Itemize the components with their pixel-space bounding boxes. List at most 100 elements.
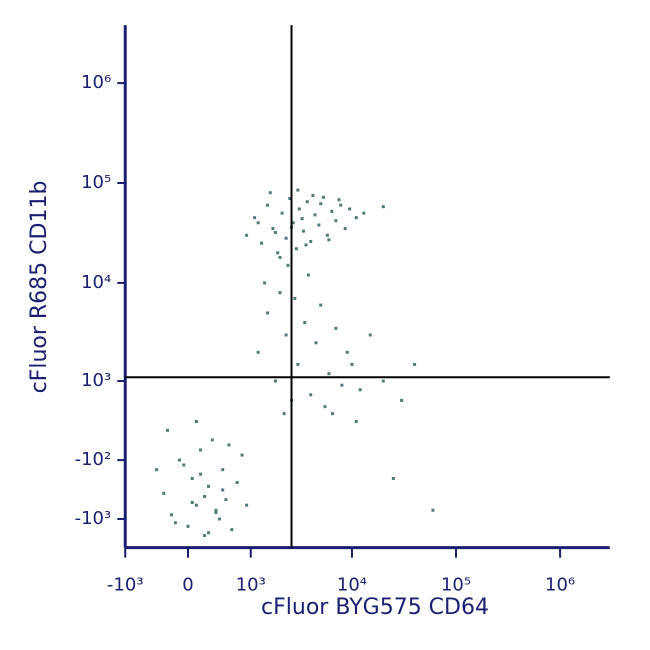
dot	[286, 263, 290, 267]
dot	[259, 241, 263, 245]
dot	[321, 195, 325, 199]
dot	[413, 362, 417, 366]
dot	[194, 503, 198, 507]
dot	[221, 488, 225, 492]
dot	[278, 291, 282, 295]
x-tick-label: 10⁴	[337, 575, 367, 596]
dot	[162, 491, 166, 495]
dot	[282, 412, 286, 416]
dot	[186, 524, 190, 528]
dot	[340, 383, 344, 387]
y-tick-label: -10²	[75, 449, 112, 470]
dot	[155, 468, 159, 472]
dot	[210, 438, 214, 442]
dot	[309, 393, 313, 397]
x-axis-title: cFluor BYG575 CD64	[261, 595, 489, 620]
y-axis-title: cFluor R685 CD11b	[27, 181, 52, 394]
dot	[173, 521, 177, 525]
dot	[273, 230, 277, 234]
dot	[348, 207, 352, 211]
dot	[362, 211, 366, 215]
x-tick-label: 10⁶	[545, 575, 575, 596]
dot	[190, 500, 194, 504]
dot	[381, 205, 385, 209]
dot	[256, 350, 260, 354]
dot	[300, 217, 304, 221]
dot	[400, 398, 404, 402]
dot	[331, 412, 335, 416]
dot	[235, 481, 239, 485]
dot	[178, 458, 182, 462]
dot	[169, 513, 173, 517]
y-tick-label: 10⁶	[81, 72, 111, 93]
y-tick-label: -10³	[75, 508, 112, 529]
dot	[266, 311, 270, 315]
dot	[268, 191, 272, 195]
dot	[280, 211, 284, 215]
dot	[217, 517, 221, 521]
dot	[296, 188, 300, 192]
dot	[214, 508, 218, 512]
dot	[224, 498, 228, 502]
dot	[284, 236, 288, 240]
dot	[294, 247, 298, 251]
dot	[296, 362, 300, 366]
y-tick-label: 10⁴	[81, 272, 111, 293]
dot	[245, 233, 249, 237]
dot	[303, 321, 307, 325]
dot	[301, 229, 305, 233]
dot	[207, 531, 211, 535]
dot	[381, 379, 385, 383]
dot	[309, 239, 313, 243]
dot	[327, 372, 331, 376]
dot	[165, 428, 169, 432]
dot	[343, 227, 347, 231]
dot	[199, 472, 203, 476]
dot	[339, 203, 343, 207]
dot	[293, 296, 297, 300]
dot	[253, 216, 257, 220]
dot	[325, 233, 329, 237]
x-tick-label: 10³	[236, 575, 266, 596]
dot	[245, 503, 249, 507]
dot	[203, 495, 207, 499]
dot	[354, 420, 358, 424]
dot	[311, 194, 315, 198]
dot	[227, 443, 231, 447]
dot	[350, 362, 354, 366]
dot	[391, 476, 395, 480]
dot	[273, 379, 277, 383]
dot	[319, 303, 323, 307]
dot	[266, 203, 270, 207]
dot	[182, 463, 186, 467]
dot	[263, 281, 267, 285]
x-tick-label: 0	[182, 575, 193, 596]
dot	[337, 198, 341, 202]
dot	[271, 227, 275, 231]
dot	[431, 508, 435, 512]
dot	[330, 209, 334, 213]
dot	[319, 202, 323, 206]
dot	[288, 196, 292, 200]
dot	[230, 528, 234, 532]
dot	[221, 468, 225, 472]
dot	[334, 219, 338, 223]
dot	[368, 333, 372, 337]
dot	[327, 238, 331, 242]
dot	[199, 448, 203, 452]
dot	[334, 326, 338, 330]
dot	[323, 405, 327, 409]
dot	[240, 453, 244, 457]
dot	[190, 476, 194, 480]
dot	[314, 341, 318, 345]
dot	[194, 420, 198, 424]
dot	[345, 350, 349, 354]
dot	[291, 221, 295, 225]
dot	[313, 213, 317, 217]
dot	[354, 216, 358, 220]
dot	[358, 388, 362, 392]
dot	[297, 207, 301, 211]
y-tick-label: 10⁵	[81, 172, 111, 193]
dot	[256, 221, 260, 225]
